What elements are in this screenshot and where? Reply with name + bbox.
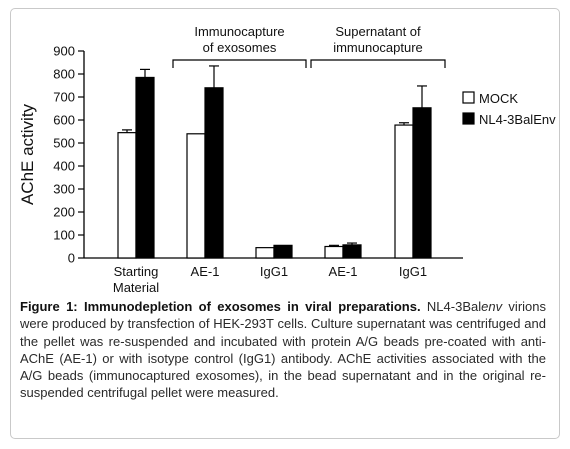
group-label: Supernatant of immunocapture xyxy=(333,24,423,55)
y-tick-label: 800 xyxy=(53,67,75,82)
bar-mock xyxy=(255,247,275,259)
x-tick-label: AE-1 xyxy=(329,264,358,279)
legend-swatch xyxy=(462,91,475,104)
caption-text-body: virions were produced by transfection of… xyxy=(20,299,546,401)
caption-title: Figure 1: Immunodepletion of exosomes in… xyxy=(20,299,421,314)
y-tick-label: 0 xyxy=(68,251,75,266)
bar-mock xyxy=(394,124,414,259)
figure-caption: Figure 1: Immunodepletion of exosomes in… xyxy=(20,298,546,402)
caption-text-italic: env xyxy=(481,299,503,314)
bar-mock xyxy=(186,133,206,259)
y-tick-label: 400 xyxy=(53,159,75,174)
bar-nl4-3balenv xyxy=(135,76,155,259)
bar-chart: 0 100 200 300 400 500 600 700 800 900 AChE activit… xyxy=(18,24,556,295)
figure-card xyxy=(10,8,560,439)
x-tick-label: IgG1 xyxy=(399,264,427,279)
y-tick-label: 900 xyxy=(53,44,75,59)
y-axis-label: AChE activity xyxy=(18,103,37,205)
y-tick-label: 500 xyxy=(53,136,75,151)
bar-nl4-3balenv xyxy=(204,87,224,259)
group-bracket xyxy=(310,59,446,68)
x-tick-label: AE-1 xyxy=(191,264,220,279)
y-tick-label: 700 xyxy=(53,90,75,105)
bar-mock xyxy=(117,132,137,259)
y-tick-label: 300 xyxy=(53,182,75,197)
x-tick-label: IgG1 xyxy=(260,264,288,279)
y-tick-label: 600 xyxy=(53,113,75,128)
legend-label: MOCK xyxy=(479,91,518,106)
legend-label: NL4-3BalEnv xyxy=(479,112,556,127)
bar-mock xyxy=(324,245,344,259)
bar-nl4-3balenv xyxy=(273,244,293,259)
y-tick-label: 200 xyxy=(53,205,75,220)
group-label: Immunocapture of exosomes xyxy=(194,24,284,55)
x-tick-label: Starting Material xyxy=(113,264,159,295)
caption-text-lead: NL4-3Bal xyxy=(420,299,482,314)
y-tick-label: 100 xyxy=(53,228,75,243)
bar-nl4-3balenv xyxy=(342,244,362,259)
group-bracket xyxy=(172,59,307,68)
legend-swatch xyxy=(462,112,475,125)
bar-nl4-3balenv xyxy=(412,107,432,259)
